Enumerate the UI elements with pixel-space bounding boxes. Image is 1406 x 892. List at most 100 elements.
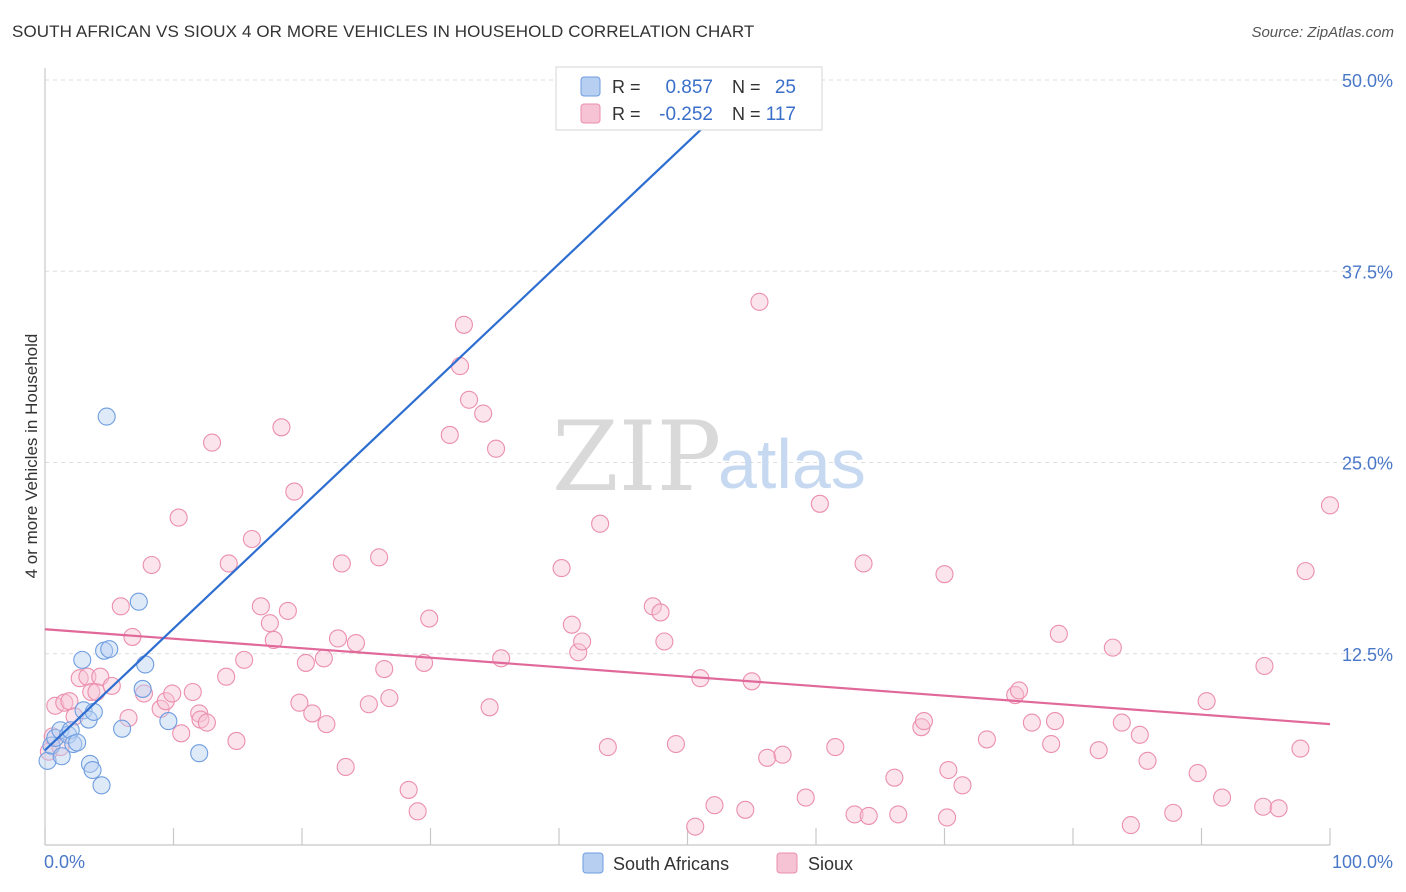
bottom-legend-label-south-africans: South Africans (613, 854, 729, 874)
sioux-point (82, 682, 101, 702)
sioux-point (242, 529, 261, 549)
sioux-point (885, 768, 904, 787)
south-africans-point (100, 640, 119, 659)
sioux-point (889, 805, 908, 824)
sioux-point (591, 514, 610, 533)
sioux-point (415, 653, 434, 672)
sioux-point (651, 603, 670, 622)
sioux-point (420, 609, 439, 628)
sioux-point (1255, 656, 1274, 676)
south-africans-point (68, 733, 87, 752)
x-tick-label-min: 0.0% (44, 852, 85, 872)
south-africans-trend-line (44, 74, 759, 751)
legend-r-value-1: 0.857 (665, 77, 713, 98)
sioux-point (569, 643, 588, 662)
sioux-point (278, 601, 297, 620)
sioux-point (332, 554, 351, 573)
gridlines (45, 79, 1392, 655)
sioux-point (1138, 751, 1157, 770)
sioux-point (953, 776, 972, 795)
sioux-point (977, 730, 996, 749)
y-tick-label: 50.0% (1342, 71, 1393, 91)
legend-r-label-1: R = (612, 77, 641, 97)
sioux-point (375, 659, 394, 679)
south-africans-point (52, 747, 71, 766)
chart-title: SOUTH AFRICAN VS SIOUX 4 OR MORE VEHICLE… (12, 22, 755, 41)
sioux-point (773, 745, 792, 764)
sioux-point (317, 715, 336, 734)
sioux-point (552, 559, 571, 578)
sioux-point (203, 433, 222, 452)
south-africans-point (92, 776, 111, 795)
sioux-point (217, 667, 236, 686)
sioux-point (1197, 692, 1216, 711)
sioux-point (1130, 725, 1149, 744)
sioux-point (399, 780, 418, 799)
sioux-point (736, 800, 755, 819)
sioux-point (70, 669, 89, 688)
bottom-legend-swatch-sioux (776, 852, 798, 874)
sioux-point (314, 649, 333, 668)
sioux-point (666, 734, 685, 754)
sioux-point (119, 708, 138, 728)
sioux-point (227, 731, 246, 751)
sioux-point (1291, 739, 1310, 758)
y-axis-label: 4 or more Vehicles in Household (22, 334, 41, 579)
sioux-point (197, 713, 216, 732)
sioux-point (65, 707, 84, 726)
sioux-point (296, 653, 315, 672)
sioux-point (935, 565, 954, 584)
sioux-point (1009, 681, 1029, 700)
sioux-point (1320, 496, 1340, 515)
sioux-point (219, 554, 238, 573)
sioux-point (1112, 713, 1131, 732)
sioux-point (1045, 712, 1065, 731)
sioux-point (686, 817, 705, 836)
south-africans-point (129, 592, 148, 611)
sioux-point (272, 418, 291, 437)
sioux-point (78, 667, 97, 686)
sioux-point (260, 614, 279, 633)
sioux-point (346, 633, 366, 653)
sioux-point (285, 482, 304, 501)
legend-n-value-1: 25 (775, 77, 796, 98)
sioux-point (408, 802, 427, 821)
sioux-point (573, 632, 592, 651)
bottom-legend-label-sioux: Sioux (808, 854, 853, 874)
sioux-point (163, 684, 182, 703)
sioux-point (1188, 764, 1207, 783)
south-africans-point (84, 702, 103, 721)
sioux-point (939, 760, 958, 780)
sioux-point (328, 629, 348, 648)
sioux-point (705, 796, 724, 815)
sioux-point (451, 357, 470, 376)
sioux-point (1089, 741, 1108, 760)
sioux-point (1269, 799, 1288, 818)
sioux-point (854, 554, 873, 573)
legend-n-label-2: N = (732, 104, 761, 124)
bottom-legend: South Africans Sioux (582, 852, 853, 874)
legend-n-label-1: N = (732, 77, 761, 97)
sioux-point (1103, 638, 1122, 657)
sioux-point (183, 682, 202, 702)
sioux-point (172, 724, 191, 743)
sioux-point (440, 425, 459, 445)
sioux-point (750, 292, 769, 311)
sioux-point (845, 805, 864, 824)
south-africans-point (133, 679, 152, 698)
south-africans-point (97, 407, 116, 426)
sioux-point (169, 508, 188, 527)
sioux-point (190, 704, 209, 723)
legend-r-label-2: R = (612, 104, 641, 124)
sioux-point (1296, 562, 1315, 581)
south-africans-point (73, 650, 92, 669)
sioux-point (1042, 734, 1061, 754)
sioux-point (303, 704, 322, 723)
y-tick-label: 37.5% (1342, 262, 1393, 282)
source-credit: Source: ZipAtlas.com (1251, 24, 1394, 41)
sioux-point (370, 548, 389, 567)
sioux-point (486, 439, 506, 458)
sioux-point (1213, 788, 1232, 807)
sioux-point (1254, 797, 1273, 816)
